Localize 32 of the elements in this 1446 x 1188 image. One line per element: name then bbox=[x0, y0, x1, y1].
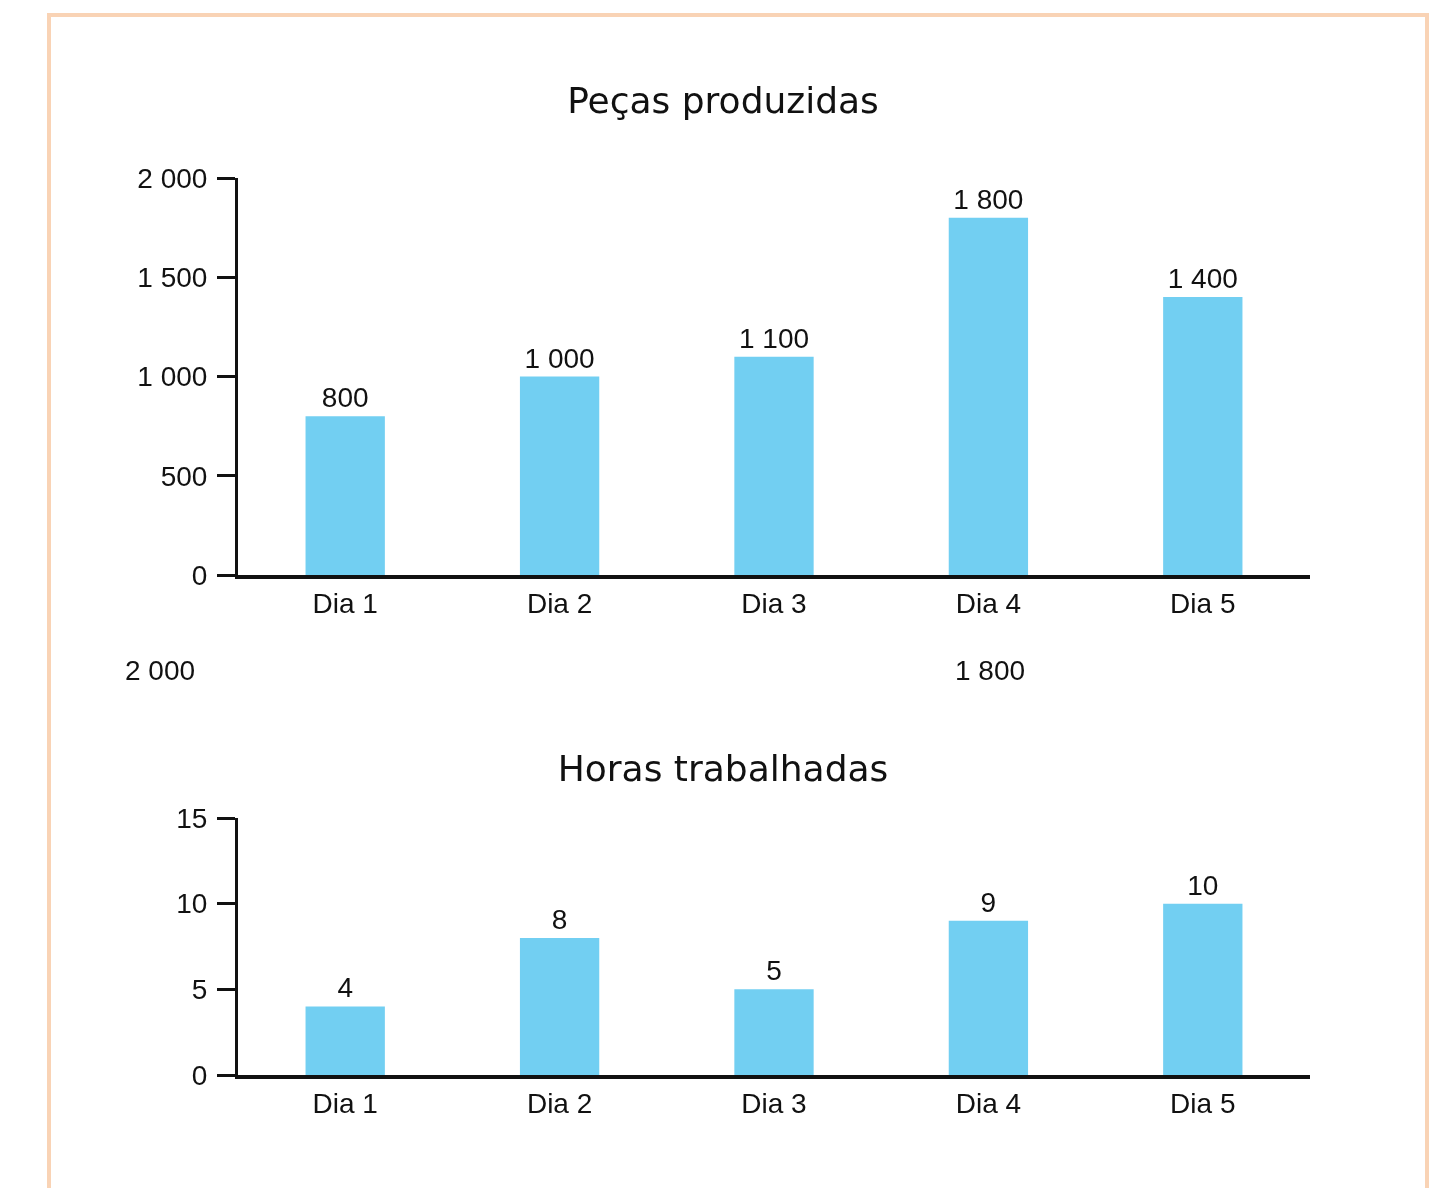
text: 1 800 bbox=[955, 655, 1026, 686]
x-tick-label: Dia 4 bbox=[955, 587, 1022, 619]
y-tick-label: 1 500 bbox=[137, 262, 208, 294]
y-tick-label: 5 bbox=[191, 974, 208, 1006]
x-tick-label: Dia 1 bbox=[312, 587, 378, 619]
data-label: 1 400 bbox=[1167, 263, 1238, 295]
y-tick-label: 500 bbox=[160, 460, 208, 492]
y-tick-label: 15 bbox=[176, 802, 208, 834]
data-label: 1 100 bbox=[738, 322, 810, 354]
data-label: 5 bbox=[766, 955, 782, 987]
y-tick-label: 0 bbox=[191, 1059, 208, 1091]
x-tick-label: Dia 1 bbox=[312, 1087, 378, 1119]
x-tick-label: Dia 2 bbox=[526, 1087, 593, 1119]
y-tick-label: 1 000 bbox=[137, 361, 208, 393]
data-label: 1 000 bbox=[524, 342, 595, 374]
x-tick-label: Dia 3 bbox=[741, 1087, 807, 1119]
data-label: 8 bbox=[551, 903, 568, 935]
x-tick-label: Dia 5 bbox=[1170, 587, 1236, 619]
x-tick-label: Dia 4 bbox=[955, 1087, 1022, 1119]
data-label: 4 bbox=[337, 972, 353, 1004]
data-label: 1 800 bbox=[953, 183, 1024, 215]
y-tick-label: 0 bbox=[191, 559, 208, 591]
y-tick-label: 2 000 bbox=[137, 162, 208, 194]
x-tick-label: Dia 2 bbox=[526, 587, 593, 619]
chart-title: Peças produzidas bbox=[567, 79, 879, 121]
chart-title: Horas trabalhadas bbox=[557, 747, 889, 789]
y-tick-label: 10 bbox=[176, 888, 208, 920]
data-label: 10 bbox=[1187, 869, 1219, 901]
data-label: 800 bbox=[321, 382, 369, 414]
data-label: 9 bbox=[980, 886, 997, 918]
x-tick-label: Dia 3 bbox=[741, 587, 807, 619]
x-tick-label: Dia 5 bbox=[1170, 1087, 1236, 1119]
